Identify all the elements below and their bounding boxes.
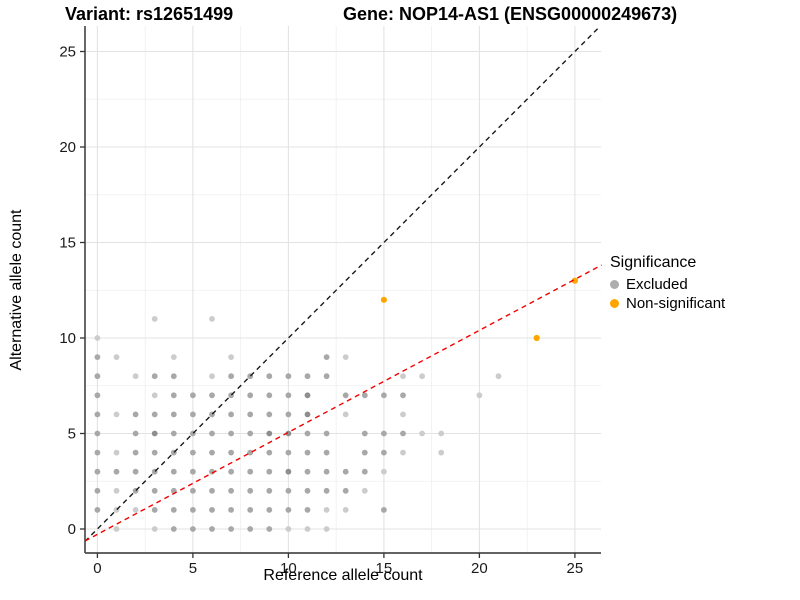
- axis-lines: [84, 26, 601, 554]
- legend-item-non-significant: Non-significant: [610, 295, 725, 312]
- legend-item-excluded: Excluded: [610, 276, 725, 293]
- legend-title: Significance: [610, 254, 697, 271]
- major-gridlines: [85, 26, 601, 553]
- legend-item-label: Non-significant: [626, 295, 726, 312]
- svg-text:5: 5: [189, 560, 197, 577]
- svg-text:10: 10: [59, 330, 76, 347]
- tick-labels: 0 5 10 15 20 25 0 5 10 15 20 25: [59, 44, 583, 578]
- svg-text:25: 25: [567, 560, 584, 577]
- axis-ticks: [80, 50, 576, 558]
- fit-line: [84, 264, 602, 542]
- svg-text:5: 5: [68, 426, 76, 443]
- y-axis-title: Alternative allele count: [8, 209, 25, 371]
- svg-text:15: 15: [376, 560, 393, 577]
- points-non-significant: [380, 277, 579, 342]
- x-axis-title: Reference allele count: [263, 567, 423, 584]
- identity-line: [84, 26, 601, 542]
- gene-title: Gene: NOP14-AS1 (ENSG00000249673): [343, 4, 678, 24]
- non-significant-dot-icon: [610, 299, 619, 308]
- svg-text:25: 25: [59, 44, 76, 61]
- excluded-dot-icon: [610, 280, 619, 289]
- svg-text:15: 15: [59, 235, 76, 252]
- svg-text:20: 20: [59, 139, 76, 156]
- minor-gridlines: [85, 26, 601, 553]
- svg-text:10: 10: [280, 560, 297, 577]
- variant-title: Variant: rs12651499: [65, 4, 234, 24]
- legend-item-label: Excluded: [626, 276, 688, 293]
- points-excluded: [94, 316, 502, 532]
- legend: Significance Excluded Non-significant: [610, 254, 725, 314]
- reference-lines: [84, 26, 602, 542]
- svg-text:0: 0: [93, 560, 101, 577]
- svg-text:20: 20: [471, 560, 488, 577]
- svg-text:0: 0: [68, 521, 76, 538]
